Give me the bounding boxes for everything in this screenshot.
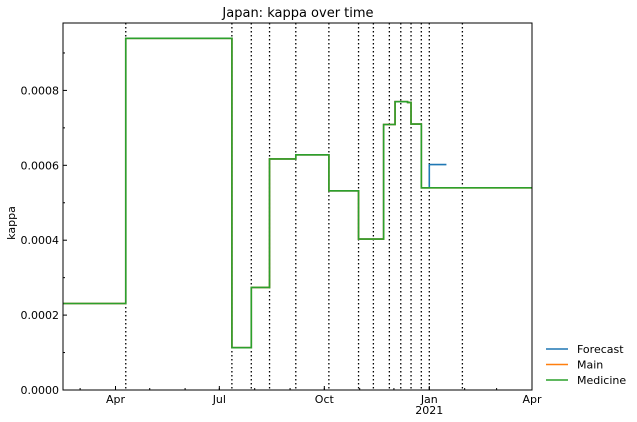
legend-label: Medicine	[577, 374, 626, 387]
x-tick-label: Apr	[106, 393, 126, 406]
x-tick-label: Jan	[420, 393, 438, 406]
legend-label: Main	[577, 359, 603, 372]
series-line-main	[63, 37, 532, 349]
x-tick-sublabel: 2021	[415, 404, 443, 417]
y-tick-label: 0.0000	[21, 384, 60, 397]
y-tick-label: 0.0004	[21, 234, 60, 247]
series-line-medicine	[63, 37, 532, 349]
x-tick-label: Apr	[522, 393, 542, 406]
y-tick-label: 0.0002	[21, 309, 60, 322]
legend-label: Forecast	[577, 343, 624, 356]
plot-frame	[62, 22, 533, 391]
y-axis-label: kappa	[5, 206, 18, 240]
y-tick-label: 0.0008	[21, 84, 60, 97]
chart-title: Japan: kappa over time	[221, 6, 373, 21]
legend: Forecast Main Medicine	[546, 343, 626, 387]
x-tick-label: Oct	[315, 393, 335, 406]
y-tick-label: 0.0006	[21, 159, 60, 172]
x-tick-label: Jul	[212, 393, 226, 406]
series-line-forecast	[63, 37, 447, 349]
